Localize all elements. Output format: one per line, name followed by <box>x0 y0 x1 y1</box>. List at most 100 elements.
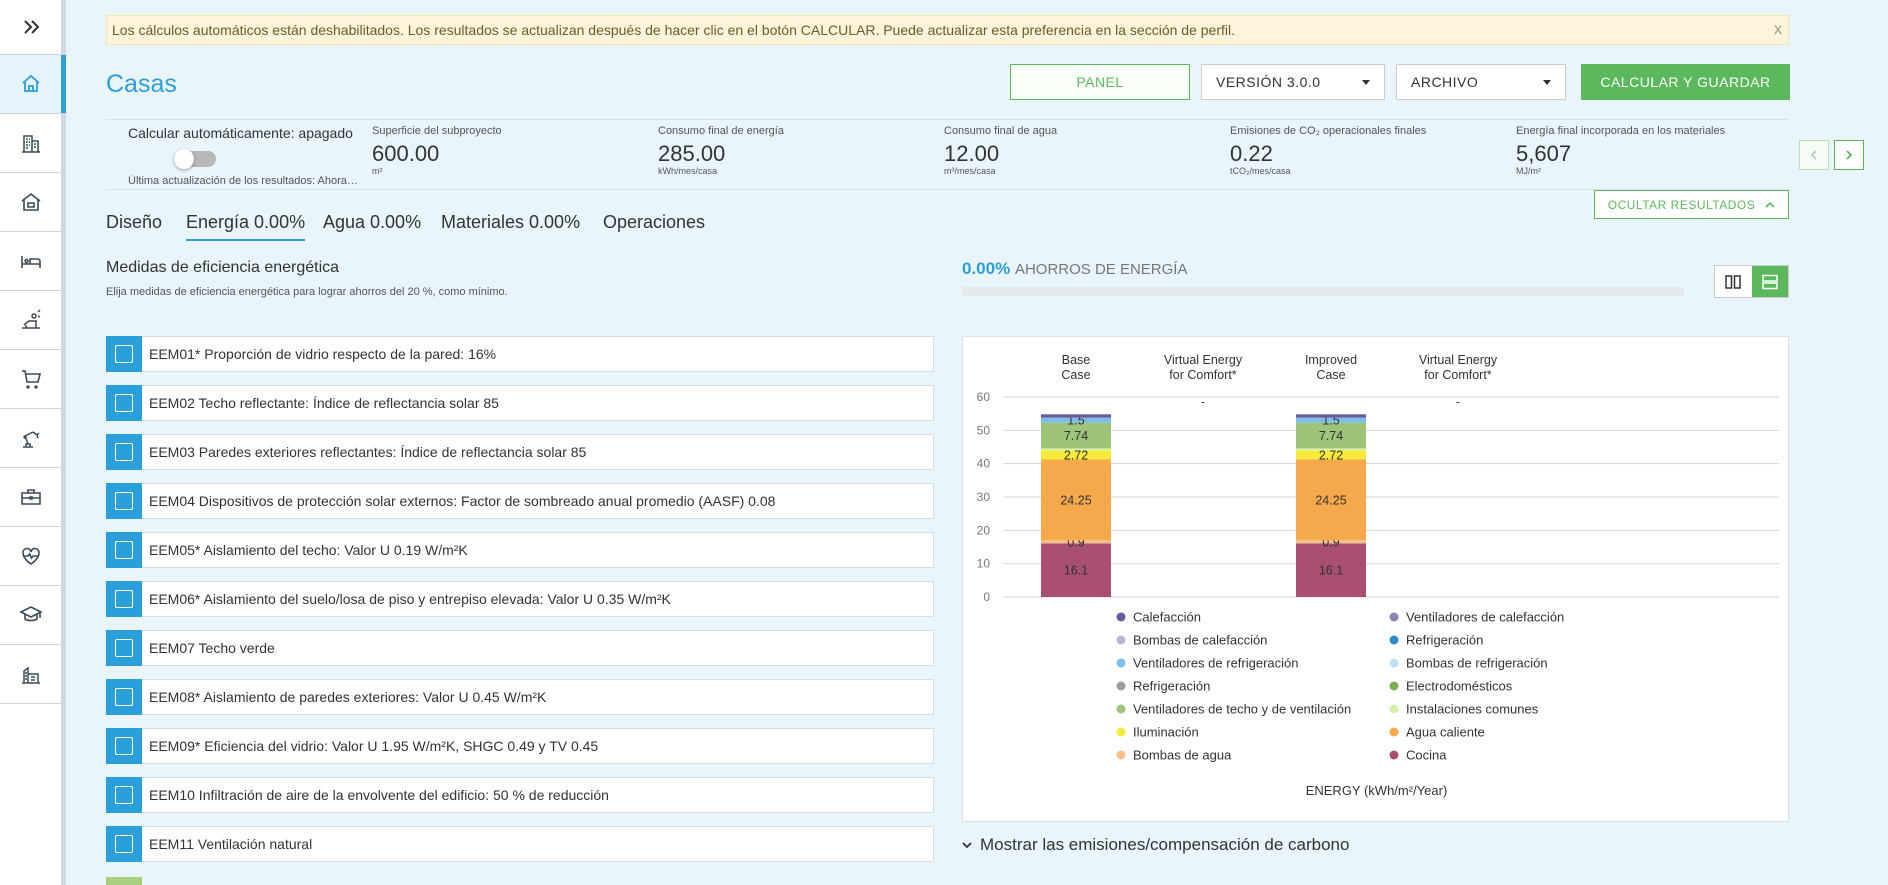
tab-design[interactable]: Diseño <box>106 212 163 232</box>
measure-checkbox[interactable] <box>106 679 142 715</box>
sidebar-item-offices[interactable] <box>0 468 61 527</box>
measure-label: EEM10 Infiltración de aire de la envolve… <box>149 787 609 803</box>
measure-checkbox[interactable] <box>106 385 142 421</box>
measure-checkbox-partial[interactable] <box>106 877 142 885</box>
data-label: 7.74 <box>1319 429 1343 443</box>
tab-energy[interactable]: Energía 0.00% <box>186 212 306 241</box>
measure-row[interactable]: EEM02 Techo reflectante: Índice de refle… <box>106 385 934 421</box>
chart-x-axis-title: ENERGY (kWh/m²/Year) <box>1305 783 1448 798</box>
checkbox-square-icon <box>115 639 133 657</box>
show-carbon-toggle[interactable]: Mostrar las emisiones/compensación de ca… <box>962 835 1349 855</box>
checkbox-square-icon <box>115 835 133 853</box>
side-by-side-view-button[interactable] <box>1715 266 1752 297</box>
y-tick-label: 50 <box>977 423 991 437</box>
measure-checkbox[interactable] <box>106 826 142 862</box>
legend-label: Refrigeración <box>1406 633 1483 648</box>
tab-operations[interactable]: Operaciones <box>603 212 706 232</box>
measure-row[interactable]: EEM09* Eficiencia del vidrio: Valor U 1.… <box>106 728 934 764</box>
rows-icon <box>1762 274 1778 289</box>
measure-checkbox[interactable] <box>106 777 142 813</box>
sidebar-item-hotel[interactable] <box>0 232 61 291</box>
energy-savings: 0.00% AHORROS DE ENERGÍA <box>962 259 1187 279</box>
metric-water-consumption: Consumo final de agua 12.00 m³/mes/casa <box>944 125 1214 176</box>
bar-segment <box>1296 459 1366 541</box>
measure-label: EEM01* Proporción de vidrio respecto de … <box>149 346 497 362</box>
energy-chart-panel: 0 10 20 30 40 50 60 Base Case Virtual Energy for C… <box>962 336 1789 822</box>
measure-checkbox[interactable] <box>106 630 142 666</box>
metric-unit: MJ/m² <box>1516 166 1541 176</box>
sidebar-item-health[interactable] <box>0 527 61 586</box>
measure-row[interactable]: EEM11 Ventilación natural <box>106 826 934 862</box>
bar-segment <box>1041 543 1111 597</box>
sidebar-item-retail[interactable] <box>0 350 61 409</box>
measure-label: EEM06* Aislamiento del suelo/losa de pis… <box>149 591 671 607</box>
sidebar-item-homes[interactable] <box>0 173 61 232</box>
archive-select[interactable]: ARCHIVO <box>1396 64 1566 100</box>
metric-label: Superficie del subproyecto <box>372 125 502 137</box>
sidebar-expand-button[interactable] <box>0 0 61 55</box>
metric-value: 5,607 <box>1516 141 1572 166</box>
measure-row[interactable]: EEM06* Aislamiento del suelo/losa de pis… <box>106 581 934 617</box>
measure-row[interactable]: EEM03 Paredes exteriores reflectantes: Í… <box>106 434 934 470</box>
category-label: Base <box>1062 353 1091 367</box>
stacked-view-button[interactable] <box>1751 266 1788 297</box>
sidebar-item-home[interactable] <box>0 55 66 114</box>
caret-down-icon <box>1543 80 1551 85</box>
measure-label: EEM07 Techo verde <box>149 640 275 656</box>
measure-row[interactable]: EEM10 Infiltración de aire de la envolve… <box>106 777 934 813</box>
measure-label: EEM05* Aislamiento del techo: Valor U 0.… <box>149 542 468 558</box>
category-label: Virtual Energy <box>1164 353 1243 367</box>
measure-checkbox[interactable] <box>106 483 142 519</box>
alert-close-button[interactable]: x <box>1774 21 1782 38</box>
measure-checkbox[interactable] <box>106 336 142 372</box>
placeholder-label: - <box>1456 394 1460 408</box>
sidebar-item-buildings[interactable] <box>0 114 61 173</box>
tab-materials[interactable]: Materiales 0.00% <box>441 212 581 232</box>
category-label: Case <box>1061 368 1090 382</box>
page-title: Casas <box>106 70 177 98</box>
legend-label: Calefacción <box>1133 610 1201 625</box>
metrics-prev-button[interactable] <box>1799 140 1829 170</box>
sidebar-item-education[interactable] <box>0 586 61 645</box>
panel-button[interactable]: PANEL <box>1010 64 1190 100</box>
bar-segment <box>1296 540 1366 544</box>
auto-calc-disabled-alert: Los cálculos automáticos están deshabili… <box>106 15 1789 45</box>
y-tick-label: 0 <box>983 590 990 604</box>
checkbox-square-icon <box>115 737 133 755</box>
bar-segment <box>1296 448 1366 451</box>
checkbox-square-icon <box>115 492 133 510</box>
measure-checkbox[interactable] <box>106 581 142 617</box>
measure-row[interactable]: EEM08* Aislamiento de paredes exteriores… <box>106 679 934 715</box>
version-select-label: VERSIÓN 3.0.0 <box>1216 74 1321 90</box>
auto-calc-label: Calcular automáticamente: apagado <box>128 125 353 141</box>
measure-row[interactable]: EEM04 Dispositivos de protección solar e… <box>106 483 934 519</box>
archive-select-label: ARCHIVO <box>1411 74 1479 90</box>
legend-marker <box>1116 727 1126 737</box>
metric-unit: tCO₂/mes/casa <box>1230 166 1291 176</box>
measure-checkbox[interactable] <box>106 434 142 470</box>
sidebar-item-industry[interactable] <box>0 409 61 468</box>
calculate-and-save-button[interactable]: CALCULAR Y GUARDAR <box>1581 64 1790 100</box>
bar-segment <box>1296 450 1366 460</box>
metric-unit: kWh/mes/casa <box>658 166 718 176</box>
category-label: for Comfort* <box>1169 368 1237 382</box>
chevron-left-icon <box>1810 150 1817 160</box>
sidebar-item-warehouse[interactable] <box>0 645 61 704</box>
measure-checkbox[interactable] <box>106 728 142 764</box>
sidebar-item-hospitality[interactable] <box>0 291 61 350</box>
measure-row[interactable]: EEM07 Techo verde <box>106 630 934 666</box>
measure-row[interactable]: EEM01* Proporción de vidrio respecto de … <box>106 336 934 372</box>
tab-water[interactable]: Agua 0.00% <box>323 212 422 232</box>
measure-label: EEM03 Paredes exteriores reflectantes: Í… <box>149 444 587 460</box>
category-label: Virtual Energy <box>1419 353 1498 367</box>
legend-label: Bombas de calefacción <box>1133 633 1267 648</box>
version-select[interactable]: VERSIÓN 3.0.0 <box>1201 64 1385 100</box>
home-icon <box>21 74 40 92</box>
measure-checkbox[interactable] <box>106 532 142 568</box>
auto-calc-toggle[interactable] <box>174 149 216 169</box>
metrics-next-button[interactable] <box>1834 140 1864 170</box>
bar-segment <box>1041 459 1111 541</box>
bar-segment <box>1041 417 1111 423</box>
hide-results-button[interactable]: OCULTAR RESULTADOS <box>1594 190 1789 219</box>
measure-row[interactable]: EEM05* Aislamiento del techo: Valor U 0.… <box>106 532 934 568</box>
